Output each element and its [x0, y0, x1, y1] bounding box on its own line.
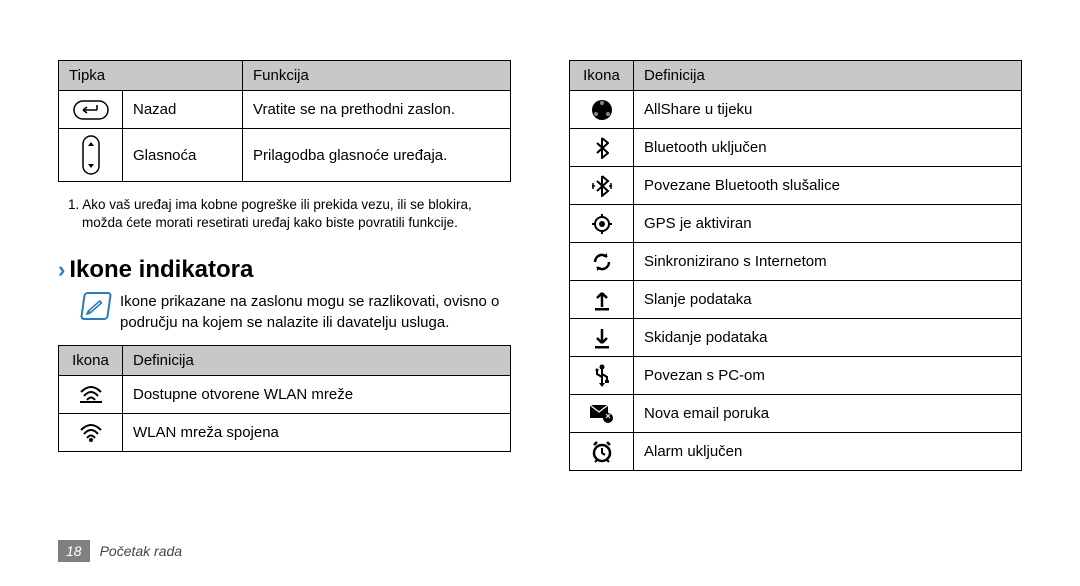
table-row: Bluetooth uključen: [570, 129, 1022, 167]
note-text: Ikone prikazane na zaslonu mogu se razli…: [120, 292, 511, 333]
wlan-connected-desc: WLAN mreža spojena: [123, 413, 511, 451]
page-number: 18: [58, 540, 90, 562]
table-row: AllShare u tijeku: [570, 91, 1022, 129]
bluetooth-desc: Bluetooth uključen: [634, 129, 1022, 167]
table-row: Povezane Bluetooth slušalice: [570, 167, 1022, 205]
bluetooth-headset-icon: [570, 167, 634, 205]
table-row: Nova email poruka: [570, 395, 1022, 433]
icons-col-definicija: Definicija: [634, 61, 1022, 91]
upload-icon: [570, 281, 634, 319]
footer-section: Početak rada: [100, 543, 183, 559]
table-row: Glasnoća Prilagodba glasnoće uređaja.: [59, 129, 511, 182]
table-row: WLAN mreža spojena: [59, 413, 511, 451]
back-key-name: Nazad: [123, 91, 243, 129]
wlan-connected-icon: [59, 413, 123, 451]
alarm-desc: Alarm uključen: [634, 433, 1022, 471]
table-row: Slanje podataka: [570, 281, 1022, 319]
table-row: Skidanje podataka: [570, 319, 1022, 357]
left-column: Tipka Funkcija Nazad Vratite se na preth…: [58, 60, 511, 546]
wlan-available-desc: Dostupne otvorene WLAN mreže: [123, 375, 511, 413]
table-row: Sinkronizirano s Internetom: [570, 243, 1022, 281]
heading-text: Ikone indikatora: [69, 256, 253, 284]
allshare-desc: AllShare u tijeku: [634, 91, 1022, 129]
volume-key-icon: [59, 129, 123, 182]
table-row: Alarm uključen: [570, 433, 1022, 471]
right-column: Ikona Definicija AllShare u tijeku Bluet…: [569, 60, 1022, 546]
gps-icon: [570, 205, 634, 243]
table-row: Nazad Vratite se na prethodni zaslon.: [59, 91, 511, 129]
right-icons-table: Ikona Definicija AllShare u tijeku Bluet…: [569, 60, 1022, 471]
note-icon: [80, 292, 112, 320]
allshare-icon: [570, 91, 634, 129]
email-icon: [570, 395, 634, 433]
usb-icon: [570, 357, 634, 395]
gps-desc: GPS je aktiviran: [634, 205, 1022, 243]
icons-col-ikona: Ikona: [570, 61, 634, 91]
page-footer: 18 Početak rada: [58, 540, 182, 562]
section-heading: › Ikone indikatora: [58, 256, 511, 284]
chevron-icon: ›: [58, 257, 65, 283]
bluetooth-icon: [570, 129, 634, 167]
volume-key-name: Glasnoća: [123, 129, 243, 182]
table-row: GPS je aktiviran: [570, 205, 1022, 243]
footnote: 1. Ako vaš uređaj ima kobne pogreške ili…: [68, 196, 511, 232]
keys-col-tipka: Tipka: [59, 61, 243, 91]
back-key-desc: Vratite se na prethodni zaslon.: [243, 91, 511, 129]
download-desc: Skidanje podataka: [634, 319, 1022, 357]
note-row: Ikone prikazane na zaslonu mogu se razli…: [82, 292, 511, 333]
left-icons-table: Ikona Definicija Dostupne otvorene WLAN …: [58, 345, 511, 452]
keys-col-funkcija: Funkcija: [243, 61, 511, 91]
sync-desc: Sinkronizirano s Internetom: [634, 243, 1022, 281]
email-desc: Nova email poruka: [634, 395, 1022, 433]
upload-desc: Slanje podataka: [634, 281, 1022, 319]
icons-col-definicija: Definicija: [123, 345, 511, 375]
table-row: Dostupne otvorene WLAN mreže: [59, 375, 511, 413]
table-row: Povezan s PC-om: [570, 357, 1022, 395]
download-icon: [570, 319, 634, 357]
icons-col-ikona: Ikona: [59, 345, 123, 375]
alarm-icon: [570, 433, 634, 471]
sync-icon: [570, 243, 634, 281]
back-key-icon: [59, 91, 123, 129]
bluetooth-headset-desc: Povezane Bluetooth slušalice: [634, 167, 1022, 205]
usb-desc: Povezan s PC-om: [634, 357, 1022, 395]
wlan-available-icon: [59, 375, 123, 413]
keys-table: Tipka Funkcija Nazad Vratite se na preth…: [58, 60, 511, 182]
volume-key-desc: Prilagodba glasnoće uređaja.: [243, 129, 511, 182]
